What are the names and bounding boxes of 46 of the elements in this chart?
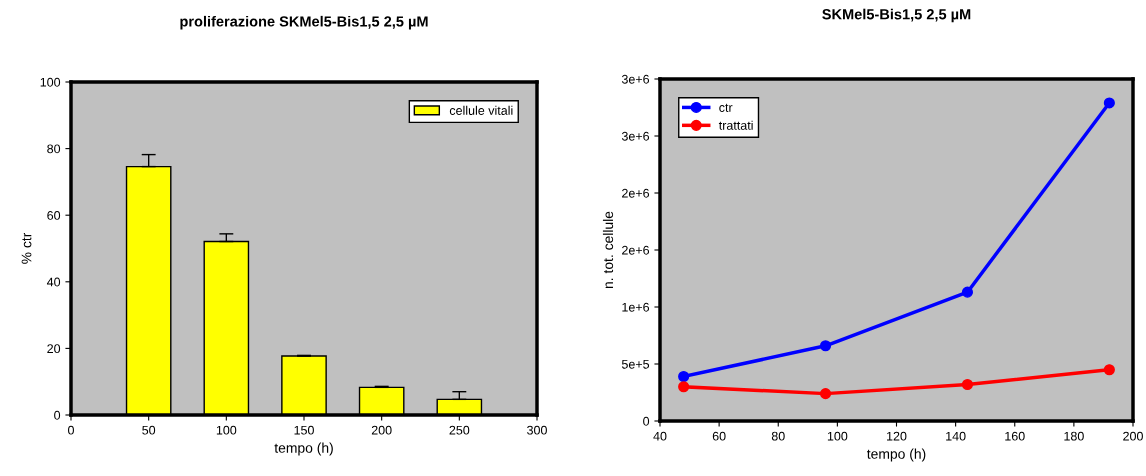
x-tick-label: 100 — [827, 431, 848, 441]
x-tick-label: 100 — [216, 425, 237, 435]
point — [819, 340, 832, 352]
x-axis-title: tempo (h) — [867, 448, 926, 462]
x-tick-label: 0 — [68, 425, 74, 435]
x-tick-label: 180 — [1064, 431, 1084, 441]
y-tick-label: 20 — [47, 344, 61, 354]
y-tick-label: 3e+6 — [621, 131, 650, 141]
x-tick-label: 200 — [371, 425, 392, 435]
x-tick-label: 250 — [449, 425, 470, 435]
legend-label: trattati — [718, 120, 753, 130]
chart-title: proliferazione SKMel5-Bis1,5 2,5 µM — [180, 15, 428, 30]
chart-title: SKMel5-Bis1,5 2,5 µM — [822, 8, 971, 23]
y-tick-label: 3e+6 — [621, 74, 650, 84]
y-tick-label: 40 — [46, 277, 61, 287]
y-tick-label: 2e+6 — [622, 245, 650, 255]
x-tick-label: 40 — [653, 431, 667, 441]
y-tick-label: 2e+6 — [622, 188, 650, 198]
y-tick-label: 0 — [643, 416, 650, 426]
x-tick-label: 200 — [1123, 431, 1143, 441]
y-tick-label: 80 — [47, 144, 61, 154]
y-tick-label: 100 — [40, 77, 61, 87]
point — [678, 381, 690, 393]
x-axis-title: tempo (h) — [274, 442, 333, 456]
x-tick-label: 300 — [527, 425, 547, 435]
x-tick-label: 60 — [712, 431, 726, 441]
x-tick-label: 160 — [1005, 431, 1025, 441]
y-axis-title: % ctr — [21, 232, 32, 264]
x-tick-label: 120 — [887, 431, 907, 441]
y-tick-label: 5e+5 — [621, 359, 650, 369]
y-tick-label: 60 — [47, 211, 61, 220]
x-tick-label: 150 — [294, 425, 314, 435]
y-tick-label: 1e+6 — [622, 302, 650, 312]
point — [961, 286, 974, 298]
x-tick-label: 140 — [946, 431, 966, 441]
point — [961, 378, 974, 391]
point — [1103, 97, 1115, 109]
x-tick-label: 50 — [142, 425, 156, 435]
point — [1103, 364, 1115, 376]
y-axis-title: n. tot. cellule — [602, 211, 614, 289]
point — [678, 370, 690, 383]
legend-label: cellule vitali — [449, 105, 513, 115]
legend-label: ctr — [719, 103, 733, 112]
x-tick-label: 80 — [771, 431, 785, 441]
y-tick-label: 0 — [54, 410, 61, 420]
point — [819, 388, 832, 400]
